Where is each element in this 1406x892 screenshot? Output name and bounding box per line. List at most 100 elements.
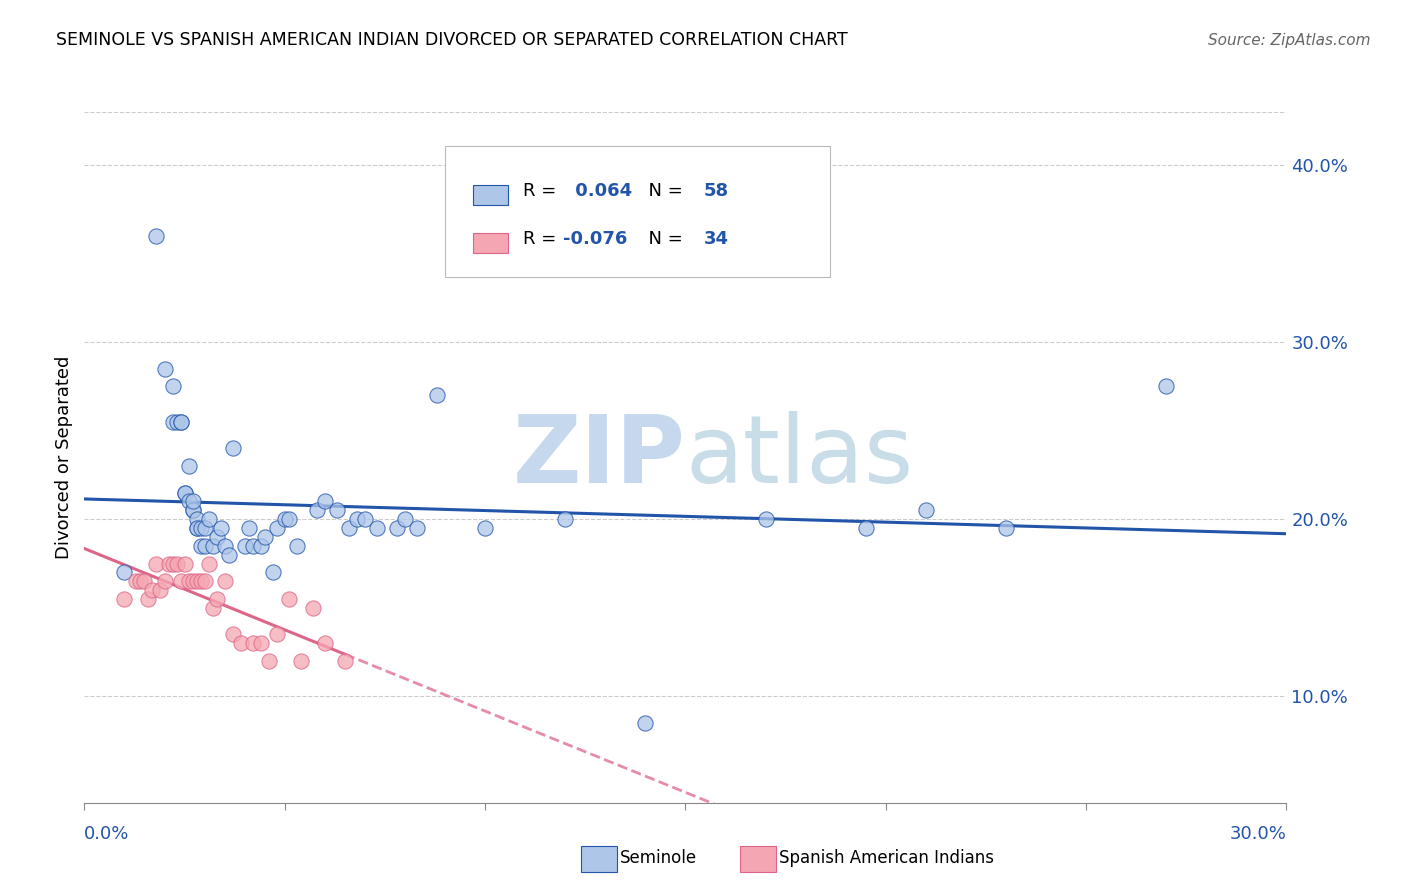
Point bbox=[274, 512, 297, 526]
Point bbox=[634, 716, 657, 731]
Point bbox=[221, 627, 243, 641]
Point bbox=[385, 521, 408, 535]
Point bbox=[209, 521, 232, 535]
Text: 0.064: 0.064 bbox=[569, 182, 631, 200]
Text: R =: R = bbox=[523, 182, 562, 200]
Point bbox=[290, 654, 312, 668]
Y-axis label: Divorced or Separated: Divorced or Separated bbox=[55, 356, 73, 558]
Point bbox=[301, 600, 323, 615]
Point bbox=[162, 379, 184, 393]
Point bbox=[995, 521, 1018, 535]
Point bbox=[314, 636, 336, 650]
Point bbox=[229, 636, 252, 650]
FancyBboxPatch shape bbox=[472, 185, 508, 205]
Text: ZIP: ZIP bbox=[513, 411, 686, 503]
Point bbox=[153, 574, 176, 589]
Point bbox=[190, 521, 212, 535]
Point bbox=[114, 591, 135, 606]
Point bbox=[242, 636, 264, 650]
FancyBboxPatch shape bbox=[472, 233, 508, 253]
Point bbox=[855, 521, 877, 535]
Point bbox=[238, 521, 260, 535]
Text: 0.0%: 0.0% bbox=[84, 825, 129, 843]
Point bbox=[145, 228, 167, 243]
Text: Seminole: Seminole bbox=[620, 849, 697, 867]
Point bbox=[145, 557, 167, 571]
Point bbox=[197, 512, 219, 526]
Point bbox=[474, 521, 496, 535]
Point bbox=[186, 574, 208, 589]
Text: Spanish American Indians: Spanish American Indians bbox=[779, 849, 994, 867]
Text: atlas: atlas bbox=[686, 411, 914, 503]
Point bbox=[277, 591, 299, 606]
FancyBboxPatch shape bbox=[446, 146, 830, 277]
Point bbox=[157, 557, 180, 571]
Text: 34: 34 bbox=[703, 230, 728, 248]
Point bbox=[394, 512, 416, 526]
Point bbox=[169, 415, 191, 429]
Text: -0.076: -0.076 bbox=[562, 230, 627, 248]
Point bbox=[194, 539, 217, 553]
Point bbox=[354, 512, 377, 526]
Point bbox=[166, 415, 188, 429]
Point bbox=[214, 574, 236, 589]
Point bbox=[181, 574, 204, 589]
Point bbox=[173, 485, 195, 500]
Point bbox=[337, 521, 360, 535]
Point bbox=[314, 494, 336, 508]
Point bbox=[266, 627, 288, 641]
Text: Source: ZipAtlas.com: Source: ZipAtlas.com bbox=[1208, 33, 1371, 47]
Point bbox=[173, 485, 195, 500]
Point bbox=[173, 557, 195, 571]
Point bbox=[162, 557, 184, 571]
Point bbox=[125, 574, 148, 589]
Point bbox=[221, 442, 243, 456]
Point bbox=[186, 521, 208, 535]
Point bbox=[262, 566, 284, 580]
Point bbox=[406, 521, 429, 535]
Point bbox=[915, 503, 938, 517]
Point bbox=[205, 591, 228, 606]
Text: 58: 58 bbox=[703, 182, 728, 200]
Point bbox=[249, 636, 271, 650]
Point bbox=[186, 512, 208, 526]
Point bbox=[181, 503, 204, 517]
Point bbox=[190, 574, 212, 589]
Point bbox=[129, 574, 152, 589]
Point bbox=[201, 539, 224, 553]
Point bbox=[134, 574, 156, 589]
Point bbox=[194, 521, 217, 535]
Point bbox=[149, 583, 172, 598]
Text: 30.0%: 30.0% bbox=[1230, 825, 1286, 843]
Point bbox=[205, 530, 228, 544]
Point bbox=[266, 521, 288, 535]
Text: R =: R = bbox=[523, 230, 562, 248]
Point bbox=[169, 574, 191, 589]
Point bbox=[326, 503, 349, 517]
Point bbox=[285, 539, 308, 553]
Point bbox=[346, 512, 368, 526]
Point bbox=[218, 548, 240, 562]
Text: N =: N = bbox=[637, 182, 689, 200]
Point bbox=[181, 503, 204, 517]
Point bbox=[249, 539, 271, 553]
Point bbox=[277, 512, 299, 526]
Point bbox=[177, 574, 200, 589]
Point bbox=[201, 600, 224, 615]
Point bbox=[177, 458, 200, 473]
Point bbox=[1156, 379, 1178, 393]
Point bbox=[169, 415, 191, 429]
Point bbox=[177, 494, 200, 508]
Point bbox=[554, 512, 576, 526]
Point bbox=[194, 574, 217, 589]
Point bbox=[190, 539, 212, 553]
Point bbox=[257, 654, 280, 668]
Point bbox=[755, 512, 778, 526]
Point bbox=[214, 539, 236, 553]
Text: N =: N = bbox=[637, 230, 689, 248]
Point bbox=[114, 566, 135, 580]
Point bbox=[153, 361, 176, 376]
Point bbox=[253, 530, 276, 544]
Point bbox=[242, 539, 264, 553]
Point bbox=[426, 388, 449, 402]
